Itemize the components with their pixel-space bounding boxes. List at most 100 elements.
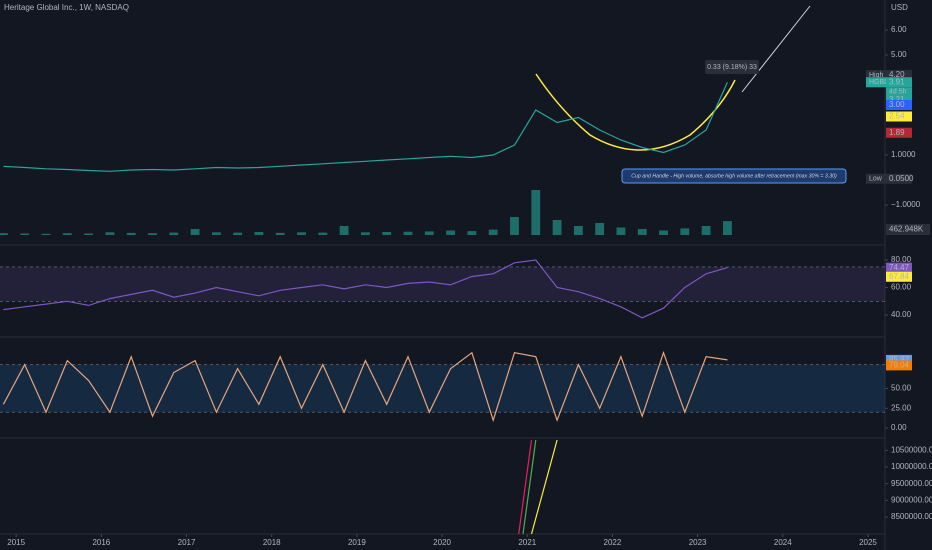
measure-label: 0.33 (9.18%) 33 [707,64,757,71]
y-tick-label: 8500000.00 [891,512,932,521]
price-label-box [886,100,912,110]
x-tick-label: 2020 [433,538,451,547]
volume-bar [148,233,157,235]
line [3,259,728,319]
volume-bar [616,227,626,235]
volume-bar [701,226,711,235]
volume-bar [446,230,456,235]
volume-bar [318,232,328,235]
volume-bar [105,232,115,235]
line [522,439,537,535]
x-tick-label: 2021 [518,538,536,547]
price-label: 3.91 [889,77,905,86]
volume-bar [297,232,306,235]
price-label-box [886,360,912,371]
volume-bar [659,230,668,235]
y-tick-label: 0.00 [891,423,907,432]
band [0,364,885,413]
line [3,82,728,172]
volume-bar [360,232,370,235]
volume-bar [424,231,434,235]
price-label: 67.84 [889,272,910,281]
price-label-box [886,173,912,184]
y-tick-label: 1.0000 [891,150,916,159]
y-tick-label: 40.00 [891,310,912,319]
price-label: 1.89 [889,128,905,137]
y-tick-label: 6.00 [891,25,907,34]
note-box [621,168,847,184]
price-label-box [886,77,912,88]
y-tick-label: 10000000.00 [891,462,932,471]
price-label-box [886,70,912,80]
axis-unit: USD [891,3,908,12]
volume-bar [382,232,392,235]
volume-bar [722,221,732,235]
volume-bar [126,232,136,235]
x-tick-label: 2016 [92,538,110,547]
volume-bar [552,220,562,235]
volume-bar [531,190,541,235]
volume-bar [169,232,179,235]
volume-bar [403,231,413,235]
volume-bar [62,233,72,235]
price-label-box [886,94,912,105]
volume-bar [510,217,519,235]
y-tick-label: 5.00 [891,50,907,59]
value-label: 462.948K [889,225,924,234]
volume-bar [467,231,477,235]
y-tick-label: −1.0000 [891,200,921,209]
y-tick-label: 10500000.00 [891,445,932,454]
price-label: 3.00 [889,100,905,109]
volume-bar [0,233,8,235]
chart-title: Heritage Global Inc., 1W, NASDAQ [4,3,129,12]
price-name: HGBL [869,79,888,86]
value-label-box [886,224,930,235]
price-name: High [869,72,884,79]
volume-bar [488,229,498,235]
line [518,439,533,535]
volume-bar [573,226,583,235]
price-label-box [886,111,912,122]
price-label: 2.54 [889,112,905,121]
x-tick-label: 2015 [7,538,25,547]
price-label-box [886,262,912,273]
volume-bar [84,233,94,235]
x-tick-label: 2017 [178,538,196,547]
price-label-box [886,354,912,365]
volume-bar [41,233,51,235]
price-name: Low [869,176,883,183]
x-tick-label: 2023 [689,538,707,547]
volume-bar [595,223,605,235]
price-name-box [866,70,886,80]
countdown-box [886,87,912,97]
y-tick-label: 50.00 [891,384,912,393]
note-text: Cup and Handle - High volume, absorbe hi… [631,173,837,179]
price-label: 79.04 [889,360,910,369]
x-tick-label: 2022 [604,538,622,547]
volume-bar [190,229,200,235]
price-label: 3.21 [889,95,905,104]
measure-box [705,60,759,74]
y-tick-label: 9000000.00 [891,495,932,504]
line [2,350,728,423]
trend-line [741,5,811,93]
y-tick-label: 9500000.00 [891,479,932,488]
price-label-box [886,271,912,282]
price-label: 85.92 [889,355,910,364]
volume-bar [339,226,349,235]
x-tick-label: 2018 [263,538,281,547]
volume-bar [211,232,221,235]
price-label: 0.0500 [889,174,914,183]
price-label: 74.47 [889,263,910,272]
countdown: 4d 5h [889,89,907,96]
price-name-box [866,77,886,88]
volume-bar [275,232,285,235]
line [530,439,558,535]
price-label: 4.20 [889,70,905,79]
x-tick-label: 2024 [774,538,792,547]
y-tick-label: 80.00 [891,255,912,264]
y-tick-label: 60.00 [891,283,912,292]
price-label-box [886,127,912,138]
